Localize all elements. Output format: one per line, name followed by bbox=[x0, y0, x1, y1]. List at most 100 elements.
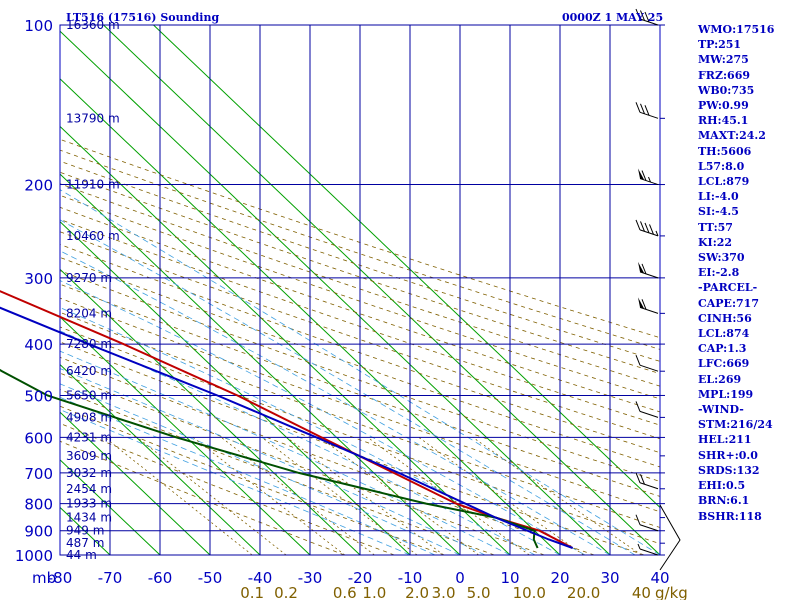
temperature-tick-label: 40 bbox=[650, 569, 669, 587]
mixing-ratio-label: 5.0 bbox=[467, 584, 491, 600]
index-line: STM:216/24 bbox=[698, 418, 773, 432]
pressure-tick-label: 1000 bbox=[15, 547, 53, 565]
height-label: 8204 m bbox=[66, 306, 112, 320]
isotherm bbox=[0, 25, 10, 555]
dry-adiabat bbox=[60, 244, 660, 454]
wind-barb-staff bbox=[639, 410, 659, 418]
height-label: 1933 m bbox=[66, 497, 112, 511]
wind-barb bbox=[638, 168, 659, 186]
mixing-ratio-line bbox=[192, 437, 346, 555]
wind-barb bbox=[637, 543, 659, 556]
pressure-tick-label: 400 bbox=[24, 336, 53, 354]
dry-adiabat bbox=[60, 422, 395, 555]
temperature-tick-label: -40 bbox=[248, 569, 273, 587]
pressure-tick-label: 600 bbox=[24, 429, 53, 447]
isotherm bbox=[60, 173, 461, 555]
wind-barb-full bbox=[640, 221, 645, 232]
mixing-ratio-label: 3.0 bbox=[432, 584, 456, 600]
wind-barb-half bbox=[637, 543, 641, 550]
temperature-tick-label: 0 bbox=[455, 569, 465, 587]
isotherm bbox=[60, 459, 161, 555]
wind-barb-staff bbox=[639, 548, 659, 556]
wind-barb bbox=[635, 219, 659, 237]
mixing-ratio-label: 0.6 bbox=[333, 584, 357, 600]
wind-barb-flag bbox=[638, 297, 644, 309]
index-line: SRDS:132 bbox=[698, 463, 760, 477]
index-line: TT:57 bbox=[698, 220, 733, 234]
index-line: CAPE:717 bbox=[698, 296, 759, 310]
isotherm bbox=[153, 25, 660, 509]
wind-barb-staff bbox=[639, 524, 659, 532]
wind-barb-staff bbox=[639, 306, 659, 314]
series-line-2 bbox=[0, 306, 573, 549]
mixing-ratio-label: 0.2 bbox=[274, 584, 298, 600]
mixing-ratio-label: 0.1 bbox=[240, 584, 264, 600]
isotherm bbox=[60, 125, 511, 555]
index-line: WMO:17516 bbox=[698, 23, 775, 36]
index-line: HEL:211 bbox=[698, 433, 752, 447]
wind-barb-full bbox=[635, 401, 641, 412]
dry-adiabat bbox=[60, 297, 660, 513]
wind-barb-staff bbox=[639, 364, 659, 372]
index-line: TP:251 bbox=[698, 38, 742, 52]
index-line: SHR+:0.0 bbox=[698, 448, 758, 462]
temperature-tick-label: 10 bbox=[500, 569, 519, 587]
wind-barb-full bbox=[635, 102, 641, 113]
dry-adiabat bbox=[60, 256, 660, 468]
pressure-tick-label: 700 bbox=[24, 465, 53, 483]
index-line: PW:0.99 bbox=[698, 99, 749, 113]
mixing-ratio-label: 10.0 bbox=[513, 584, 546, 600]
height-label: 5650 m bbox=[66, 388, 112, 402]
temperature-tick-label: -50 bbox=[198, 569, 223, 587]
mixing-ratio-label: 20.0 bbox=[567, 584, 600, 600]
pressure-unit-label: mb bbox=[32, 569, 56, 587]
isotherm bbox=[60, 268, 361, 555]
wind-barb bbox=[638, 297, 659, 314]
wind-barb bbox=[635, 8, 659, 26]
mixing-ratio-line bbox=[418, 437, 584, 555]
wind-barb-full bbox=[640, 474, 645, 485]
wind-barb-full bbox=[640, 103, 645, 115]
dry-adiabat bbox=[60, 231, 660, 440]
temperature-tick-label: 30 bbox=[600, 569, 619, 587]
wind-barb-full bbox=[635, 514, 641, 525]
chart-grid bbox=[0, 24, 665, 556]
pressure-tick-label: 800 bbox=[24, 496, 53, 514]
wind-barb bbox=[635, 401, 659, 418]
index-line: RH:45.1 bbox=[698, 114, 749, 128]
wind-barb-full bbox=[635, 472, 641, 483]
height-label: 3609 m bbox=[66, 449, 112, 463]
moist-adiabat bbox=[60, 409, 411, 555]
height-label: 44 m bbox=[66, 548, 97, 562]
mixing-ratio-line bbox=[221, 437, 375, 555]
temperature-tick-label: -10 bbox=[398, 569, 423, 587]
wind-barb-full bbox=[641, 170, 647, 181]
height-label: 9270 m bbox=[66, 271, 112, 285]
mixing-ratio-line bbox=[104, 437, 253, 555]
wind-barb-full bbox=[649, 224, 654, 235]
isotherm bbox=[60, 411, 211, 555]
height-label: 1434 m bbox=[66, 511, 112, 525]
series-line-1 bbox=[0, 368, 539, 549]
temperature-tick-label: 20 bbox=[550, 569, 569, 587]
wind-barb-flag bbox=[638, 168, 644, 180]
dry-adiabat bbox=[60, 326, 660, 545]
pressure-tick-label: 900 bbox=[24, 523, 53, 541]
height-label: 4231 m bbox=[66, 430, 112, 444]
wind-barb-column bbox=[635, 8, 681, 571]
isotherm bbox=[60, 220, 411, 555]
height-label: 7280 m bbox=[66, 337, 112, 351]
dry-adiabat bbox=[60, 283, 660, 497]
temperature-tick-label: -30 bbox=[298, 569, 323, 587]
temperature-tick-label: -60 bbox=[148, 569, 173, 587]
height-label: 11910 m bbox=[66, 178, 120, 192]
dry-adiabat bbox=[60, 356, 595, 555]
wind-barb-half bbox=[648, 176, 651, 183]
wind-barb bbox=[635, 355, 659, 372]
wind-barb-half bbox=[655, 230, 659, 237]
index-line: CINH:56 bbox=[698, 311, 752, 325]
height-label: 487 m bbox=[66, 536, 104, 550]
wind-barb-flag bbox=[638, 261, 644, 273]
isotherm bbox=[103, 25, 660, 555]
wind-barb-full bbox=[635, 355, 641, 366]
